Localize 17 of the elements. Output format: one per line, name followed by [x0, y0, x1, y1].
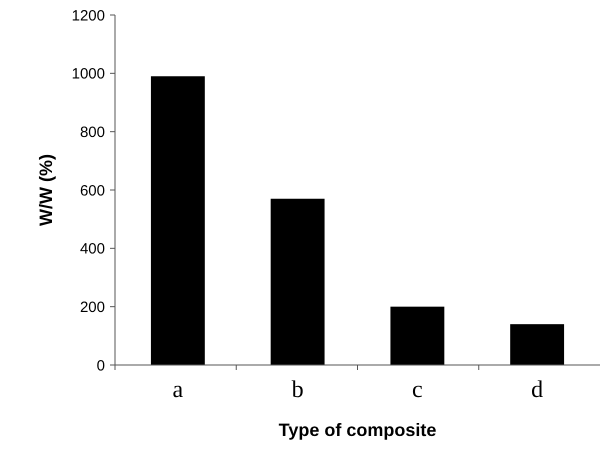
y-tick-label: 0: [96, 357, 105, 374]
bar: [150, 76, 205, 365]
x-tick-label: a: [172, 377, 184, 403]
y-tick-label: 1000: [72, 66, 105, 83]
bar: [390, 306, 444, 365]
x-tick-label: c: [412, 377, 423, 403]
y-tick-label: 200: [80, 298, 105, 316]
y-tick-label: 400: [80, 240, 105, 258]
bar: [510, 324, 564, 365]
y-axis-title: W/W (%): [36, 154, 56, 226]
y-tick-label: 1200: [72, 7, 105, 24]
y-tick-label: 800: [80, 124, 105, 141]
y-tick-label: 600: [80, 182, 105, 200]
x-axis-title: Type of composite: [278, 420, 436, 440]
x-tick-label: d: [531, 377, 544, 403]
x-tick-label: b: [292, 377, 304, 403]
bar: [270, 198, 325, 365]
